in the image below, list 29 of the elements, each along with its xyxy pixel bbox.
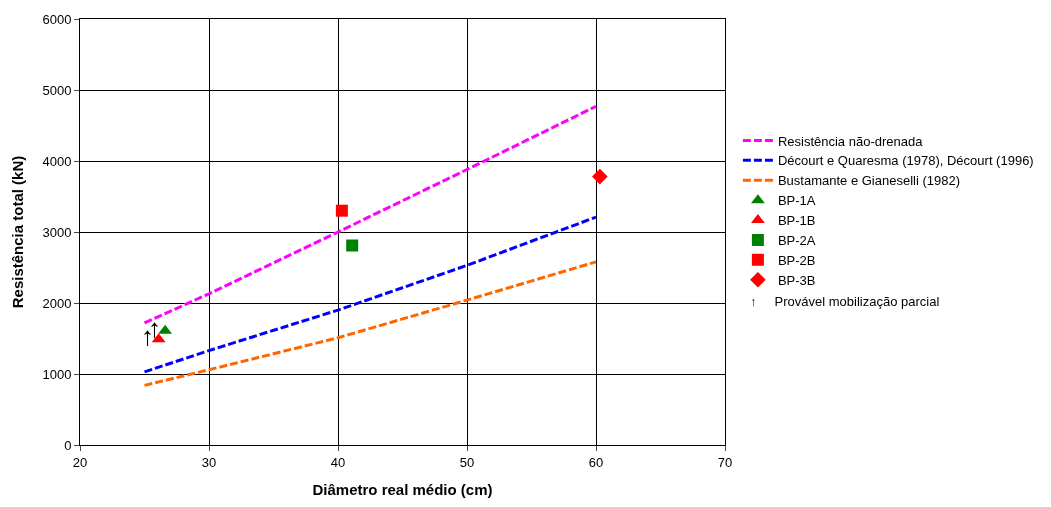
legend-label: BP-3B [777,272,816,288]
x-tick-label: 30 [201,454,217,470]
legend-label: BP-2A [777,233,816,249]
x-tick-label: 60 [588,454,604,470]
x-tick-label: 20 [72,454,88,470]
x-axis-title: Diâmetro real médio (cm) [312,480,493,498]
legend-label: BP-2B [777,252,816,268]
point [592,168,608,185]
y-tick-label: 5000 [42,82,72,98]
text: ↑ Provável mobilização parcial [750,294,940,309]
line-series [143,260,598,387]
x-tick-label: 50 [459,454,475,470]
line-series [143,215,598,374]
legend-label: BP-1A [777,193,816,209]
x-tick-label: 70 [717,454,733,470]
point [335,204,348,217]
legend-label: BP-1B [777,213,816,229]
y-tick-label: 0 [64,437,72,453]
y-tick-label: 1000 [42,366,72,382]
y-tick-label: 2000 [42,295,72,311]
legend-label: Décourt e Quaresma (1978), Décourt (1996) [777,153,1034,169]
y-axis-title: Resistência total (kN) [8,155,26,309]
y-tick-label: 6000 [42,11,72,27]
y-tick-label: 3000 [42,224,72,240]
legend-label: Bustamante e Gianeselli (1982) [777,173,961,189]
y-tick-label: 4000 [42,153,72,169]
x-tick-label: 40 [330,454,346,470]
point [346,239,359,252]
legend-label: Resistência não-drenada [777,133,924,149]
